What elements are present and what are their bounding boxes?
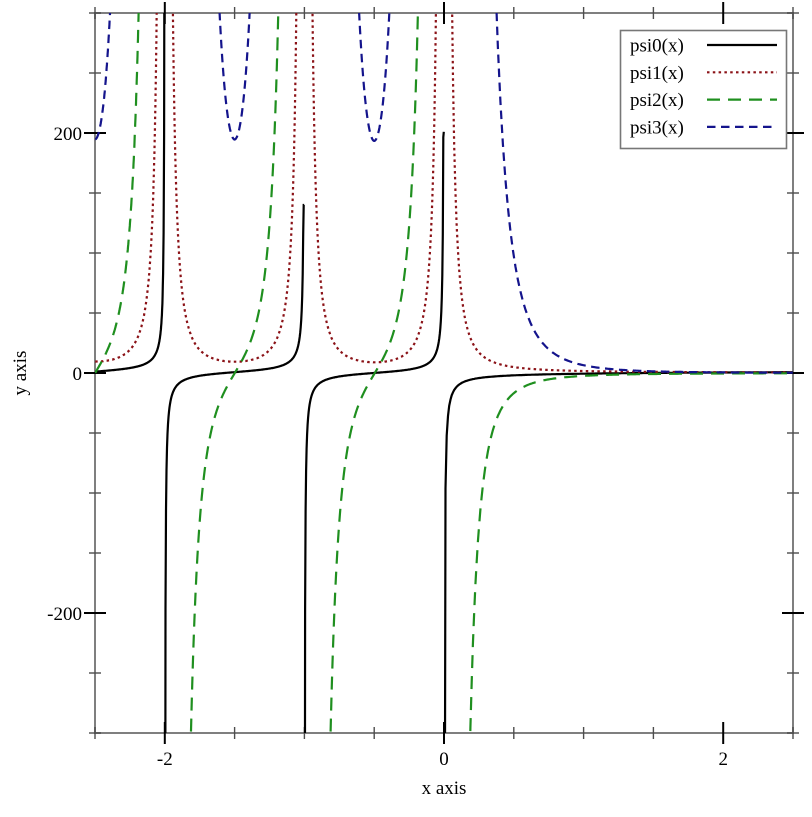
legend-label-psi0x: psi0(x) [630,36,684,57]
tick-labels: -2 0 2 -200 0 200 [47,124,728,770]
x-tick-label: 0 [439,749,449,770]
legend-label-psi3x: psi3(x) [630,117,684,138]
curve-psi3x [95,13,793,374]
curve-psi2x [95,13,793,733]
x-tick-label: -2 [157,749,173,770]
axis-ticks [84,2,804,744]
legend-label-psi2x: psi2(x) [630,90,684,111]
curve-layer [95,13,793,733]
y-tick-label: 200 [54,124,83,145]
x-axis-label: x axis [422,778,467,799]
legend-box [619,29,788,150]
y-tick-label: 0 [73,364,83,385]
x-tick-label: 2 [718,749,728,770]
legend: psi0(x) psi1(x) psi2(x) psi3(x) [619,29,788,150]
curve-psi1x [95,13,793,374]
legend-label-psi1x: psi1(x) [630,63,684,84]
y-tick-label: -200 [47,604,82,625]
y-axis-label: y axis [10,351,31,396]
